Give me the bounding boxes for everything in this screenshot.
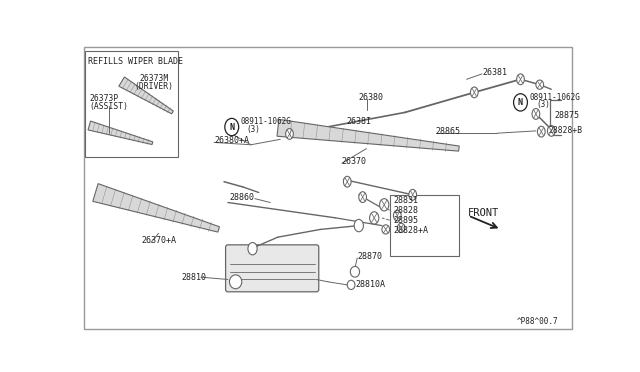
Ellipse shape — [354, 219, 364, 232]
Text: 28895: 28895 — [394, 216, 419, 225]
Ellipse shape — [344, 176, 351, 187]
Text: 28828+A: 28828+A — [394, 227, 428, 235]
Ellipse shape — [516, 74, 524, 85]
Text: N: N — [518, 98, 523, 107]
Text: 28828: 28828 — [394, 206, 419, 215]
Ellipse shape — [369, 212, 379, 224]
Ellipse shape — [382, 225, 390, 234]
Ellipse shape — [532, 109, 540, 119]
Text: (3): (3) — [536, 100, 550, 109]
Text: FRONT: FRONT — [468, 208, 499, 218]
Ellipse shape — [230, 275, 242, 289]
Text: 28875: 28875 — [554, 111, 579, 120]
Ellipse shape — [538, 126, 545, 137]
Ellipse shape — [394, 210, 401, 221]
Text: 28831: 28831 — [394, 196, 419, 205]
Ellipse shape — [470, 87, 478, 98]
Ellipse shape — [513, 94, 527, 111]
Text: 28860: 28860 — [230, 193, 255, 202]
Text: 26380: 26380 — [359, 93, 384, 102]
Ellipse shape — [397, 223, 405, 232]
Text: 26370+A: 26370+A — [141, 237, 177, 246]
Ellipse shape — [350, 266, 360, 277]
Polygon shape — [88, 121, 153, 145]
Text: 08911-1062G: 08911-1062G — [530, 93, 580, 102]
Ellipse shape — [380, 199, 389, 211]
Text: (ASSIST): (ASSIST) — [90, 102, 128, 111]
Ellipse shape — [409, 189, 417, 200]
Ellipse shape — [225, 118, 239, 136]
Polygon shape — [93, 184, 220, 232]
Text: 28810: 28810 — [182, 273, 207, 282]
Text: 26373M: 26373M — [140, 74, 168, 83]
Ellipse shape — [359, 192, 367, 202]
Text: 2638I: 2638I — [346, 117, 371, 126]
Text: 26373P: 26373P — [90, 94, 118, 103]
Polygon shape — [119, 77, 173, 114]
Bar — [390, 195, 459, 256]
Text: (3): (3) — [246, 125, 260, 134]
FancyBboxPatch shape — [225, 245, 319, 292]
Text: 28810A: 28810A — [355, 280, 385, 289]
Ellipse shape — [285, 129, 293, 140]
Text: 26370: 26370 — [342, 157, 367, 166]
Text: (DRIVER): (DRIVER) — [134, 82, 173, 91]
Text: 26381: 26381 — [482, 68, 507, 77]
Ellipse shape — [248, 243, 257, 255]
Text: 26380+A: 26380+A — [214, 137, 249, 145]
Text: 28870: 28870 — [357, 252, 382, 261]
Ellipse shape — [547, 125, 555, 136]
Text: 28828+B: 28828+B — [548, 126, 582, 135]
Text: 28865: 28865 — [436, 127, 461, 136]
Text: 08911-1062G: 08911-1062G — [240, 117, 291, 126]
Ellipse shape — [348, 280, 355, 289]
Text: N: N — [229, 122, 234, 132]
Polygon shape — [277, 119, 459, 151]
Text: ^P88^00.7: ^P88^00.7 — [516, 317, 558, 326]
Ellipse shape — [536, 80, 543, 89]
Bar — [86, 51, 178, 157]
Text: REFILLS WIPER BLADE: REFILLS WIPER BLADE — [88, 57, 183, 66]
